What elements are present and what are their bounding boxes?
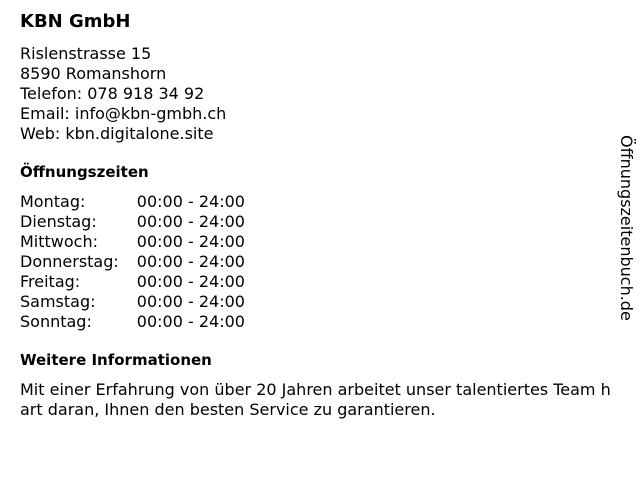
day-label: Montag: (20, 192, 86, 211)
day-label: Sonntag: (20, 312, 92, 331)
time-range: 00:00 - 24:00 (136, 312, 245, 331)
time-range: 00:00 - 24:00 (136, 252, 245, 271)
time-range: 00:00 - 24:00 (136, 292, 245, 311)
hours-row: Samstag: 00:00 - 24:00 (20, 292, 245, 312)
day-label: Dienstag: (20, 212, 97, 231)
website: Web: kbn.digitalone.site (20, 124, 214, 143)
business-name: KBN GmbH (20, 11, 131, 32)
day-label: Donnerstag: (20, 252, 119, 271)
info-heading: Weitere Informationen (20, 351, 212, 369)
hours-row: Mittwoch: 00:00 - 24:00 (20, 232, 245, 252)
city: 8590 Romanshorn (20, 64, 167, 83)
hours-row: Donnerstag: 00:00 - 24:00 (20, 252, 245, 272)
site-watermark: Öffnungszeitenbuch.de (617, 135, 636, 321)
email: Email: info@kbn-gmbh.ch (20, 104, 227, 123)
phone: Telefon: 078 918 34 92 (20, 84, 205, 103)
street: Rislenstrasse 15 (20, 44, 152, 63)
hours-row: Sonntag: 00:00 - 24:00 (20, 312, 245, 332)
hours-heading: Öffnungszeiten (20, 163, 149, 181)
day-label: Samstag: (20, 292, 96, 311)
address-block: Rislenstrasse 15 8590 Romanshorn Telefon… (20, 44, 620, 144)
business-card: KBN GmbH Rislenstrasse 15 8590 Romanshor… (20, 10, 620, 420)
hours-row: Montag: 00:00 - 24:00 (20, 192, 245, 212)
hours-table: Montag: 00:00 - 24:00 Dienstag: 00:00 - 24:… (20, 192, 245, 332)
time-range: 00:00 - 24:00 (136, 232, 245, 251)
time-range: 00:00 - 24:00 (136, 272, 245, 291)
info-text: Mit einer Erfahrung von über 20 Jahren a… (20, 380, 611, 419)
day-label: Mittwoch: (20, 232, 98, 251)
time-range: 00:00 - 24:00 (136, 192, 245, 211)
hours-row: Freitag: 00:00 - 24:00 (20, 272, 245, 292)
day-label: Freitag: (20, 272, 81, 291)
hours-row: Dienstag: 00:00 - 24:00 (20, 212, 245, 232)
time-range: 00:00 - 24:00 (136, 212, 245, 231)
